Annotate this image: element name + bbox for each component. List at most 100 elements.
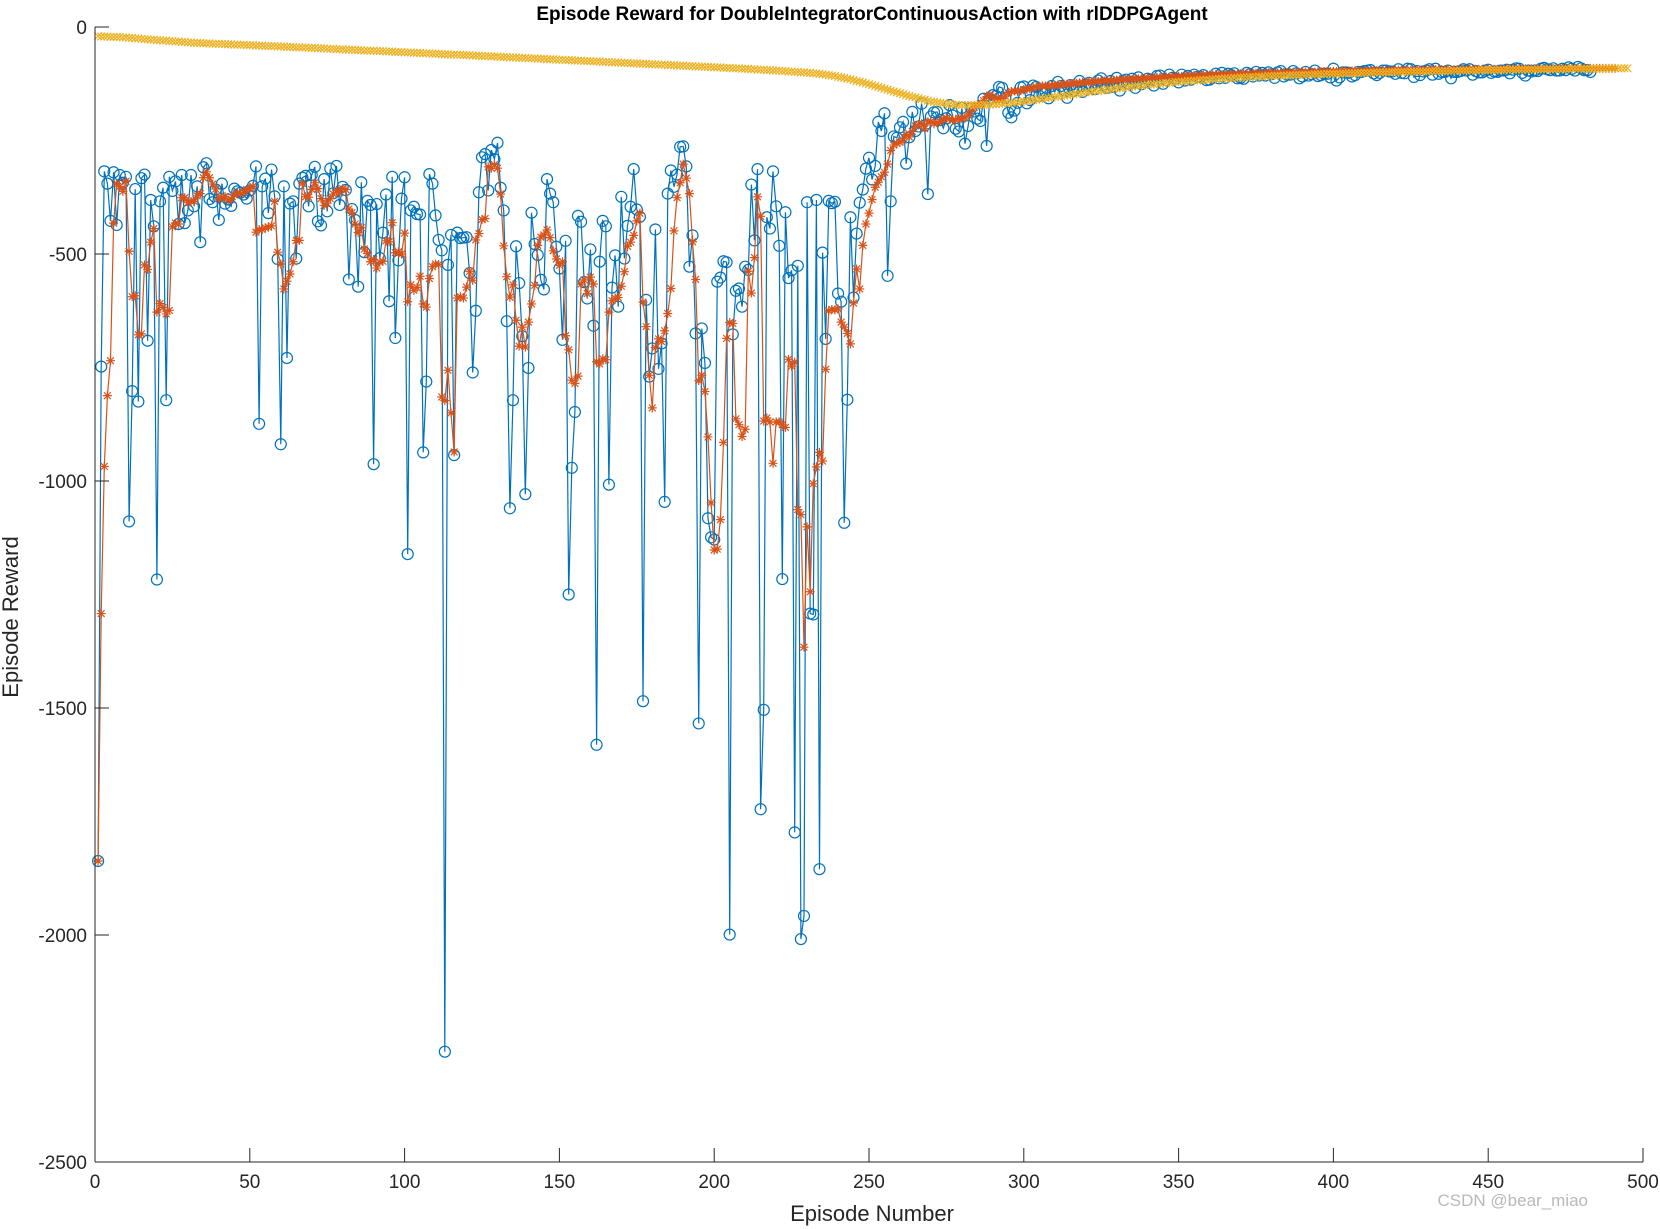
series-2-point — [879, 167, 889, 177]
series-1-point — [426, 177, 439, 190]
series-2-point — [588, 279, 598, 289]
series-1-point — [630, 203, 643, 216]
series-3-point — [589, 57, 598, 66]
series-1-point — [692, 717, 705, 730]
series-2-point — [465, 266, 475, 276]
series-2-point — [740, 424, 750, 434]
series-2-point — [208, 179, 218, 189]
series-2-point — [99, 461, 109, 471]
series-2-point — [876, 172, 886, 182]
series-3-point — [867, 80, 877, 90]
series-1-point — [252, 417, 266, 430]
series-3-point — [449, 50, 459, 59]
series-2-point — [496, 189, 506, 199]
series-1-point — [352, 280, 365, 293]
series-2-point — [780, 422, 790, 432]
series-2-point — [446, 408, 456, 418]
series-1-point — [138, 168, 151, 181]
series-3-point — [1220, 74, 1230, 83]
series-1-point — [277, 180, 290, 193]
x-tick-label: 400 — [1318, 1172, 1350, 1193]
series-2-point — [864, 208, 874, 218]
series-3-point — [1570, 64, 1580, 73]
series-1-point — [652, 362, 665, 375]
series-1-point — [627, 163, 640, 176]
series-2-point — [765, 417, 775, 427]
series-3-point — [635, 59, 645, 68]
series-2-point — [195, 189, 205, 199]
series-3-point — [1623, 64, 1632, 73]
series-1-point — [153, 195, 167, 208]
series-2-point — [818, 456, 828, 466]
series-2-point — [304, 192, 314, 202]
series-3-point — [886, 86, 895, 95]
series-3-point — [877, 83, 886, 93]
series-3-point — [1285, 70, 1295, 80]
series-3-point — [1567, 64, 1577, 73]
series-2-point — [1016, 86, 1026, 96]
series-1-point — [695, 322, 708, 335]
series-3-point — [1480, 65, 1490, 75]
series-3-point — [1589, 64, 1598, 73]
series-3-point — [979, 100, 988, 109]
watermark: CSDN @bear_miao — [1437, 1191, 1588, 1210]
series-1-point — [791, 259, 804, 272]
series-1-point — [773, 239, 786, 252]
series-2-point — [762, 413, 772, 423]
series-2-point — [143, 264, 153, 274]
series-3-point — [768, 66, 778, 75]
series-2-point — [523, 317, 533, 327]
series-3 — [94, 32, 1632, 110]
series-2-point — [858, 240, 868, 250]
series-2-point — [889, 140, 899, 150]
series-3-point — [261, 41, 270, 51]
series-1-point — [528, 237, 541, 251]
series-3-point — [109, 32, 118, 42]
series-1-point — [800, 196, 814, 209]
y-axis-label: Episode Reward — [0, 536, 23, 697]
series-3-point — [874, 82, 883, 92]
series-1-point — [265, 163, 278, 176]
series-3-point — [400, 48, 409, 57]
series-1-point — [540, 172, 554, 186]
series-1-point — [732, 282, 746, 295]
x-tick-label: 350 — [1163, 1172, 1195, 1193]
series-1-point — [482, 184, 495, 197]
series-1-point — [491, 136, 504, 149]
series-2-point — [378, 256, 388, 266]
series-2-point — [576, 279, 586, 289]
series-3-point — [858, 78, 868, 87]
series-2-point — [839, 322, 849, 332]
series-1-point — [856, 183, 869, 196]
series-2-point — [811, 462, 821, 472]
series-1-point — [194, 236, 207, 249]
series-3-point — [477, 51, 487, 61]
series-3-point — [381, 47, 391, 56]
series-1-point — [509, 240, 523, 253]
series-2-point — [341, 185, 351, 195]
series-1-point — [169, 175, 182, 188]
series-1-point — [862, 151, 876, 164]
series-2-point — [629, 230, 639, 240]
series-3-point — [970, 100, 979, 110]
series-2-point — [517, 322, 527, 332]
series-2-point — [883, 159, 893, 169]
series-3-point — [1595, 64, 1604, 73]
series-3-point — [1604, 64, 1614, 73]
series-2-point — [121, 176, 131, 186]
series-3-point — [1434, 66, 1443, 76]
series-2-point — [836, 317, 846, 327]
x-tick-label: 500 — [1627, 1172, 1659, 1193]
series-1-point — [661, 187, 674, 200]
series-1-point — [701, 512, 715, 525]
series-1-point — [417, 446, 430, 459]
series-2-point — [712, 544, 722, 554]
series-1-point — [308, 160, 321, 173]
series-3-point — [966, 100, 976, 110]
series-2-point — [920, 124, 930, 134]
series-2-point — [347, 208, 357, 218]
series-3-point — [251, 41, 261, 50]
series-2-point — [155, 298, 165, 308]
series-2-point — [242, 185, 252, 195]
series-1-point — [305, 168, 318, 182]
